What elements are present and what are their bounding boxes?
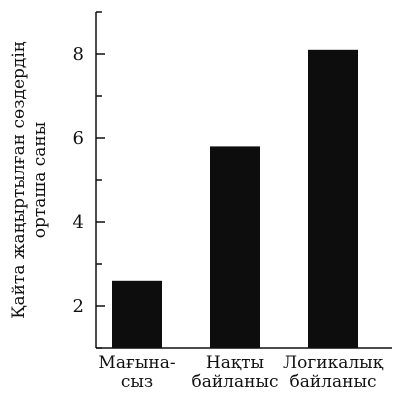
- y-axis-title-line: Қайта жаңыртылған сөздердің: [9, 41, 29, 318]
- x-tick-label-line: сыз: [121, 372, 153, 392]
- bars: [112, 49, 358, 349]
- x-tick-label-3: Логикалық байланыс: [283, 353, 384, 392]
- x-tick-label-line: байланыс: [289, 372, 376, 392]
- x-tick-label-line: Логикалық: [283, 353, 384, 373]
- x-tick-label-line: Нақты: [206, 353, 264, 373]
- x-tick-label-line: байланыс: [191, 372, 278, 392]
- y-axis-title-text: Қайта жаңыртылған сөздердіңорташа саны: [9, 41, 50, 318]
- x-tick-label-2: Нақты байланыс: [191, 353, 278, 392]
- y-ticks: 2 4 6 8: [73, 11, 105, 349]
- y-axis-title: Қайта жаңыртылған сөздердіңорташа саны: [9, 41, 50, 318]
- x-tick-label-1: Мағына-сыз: [98, 353, 175, 392]
- bar-3: [308, 49, 358, 349]
- y-axis-title-line: орташа саны: [30, 122, 50, 239]
- x-tick-label-line: Мағына-: [98, 353, 175, 373]
- bar-2: [210, 146, 260, 348]
- bar-1: [112, 280, 162, 348]
- y-tick-label: 8: [73, 44, 84, 65]
- y-tick-label: 4: [73, 212, 84, 233]
- y-tick-label: 2: [73, 296, 84, 317]
- y-tick-label: 6: [73, 128, 84, 149]
- y-axis-title-group: Қайта жаңыртылған сөздердіңорташа саны: [9, 41, 50, 318]
